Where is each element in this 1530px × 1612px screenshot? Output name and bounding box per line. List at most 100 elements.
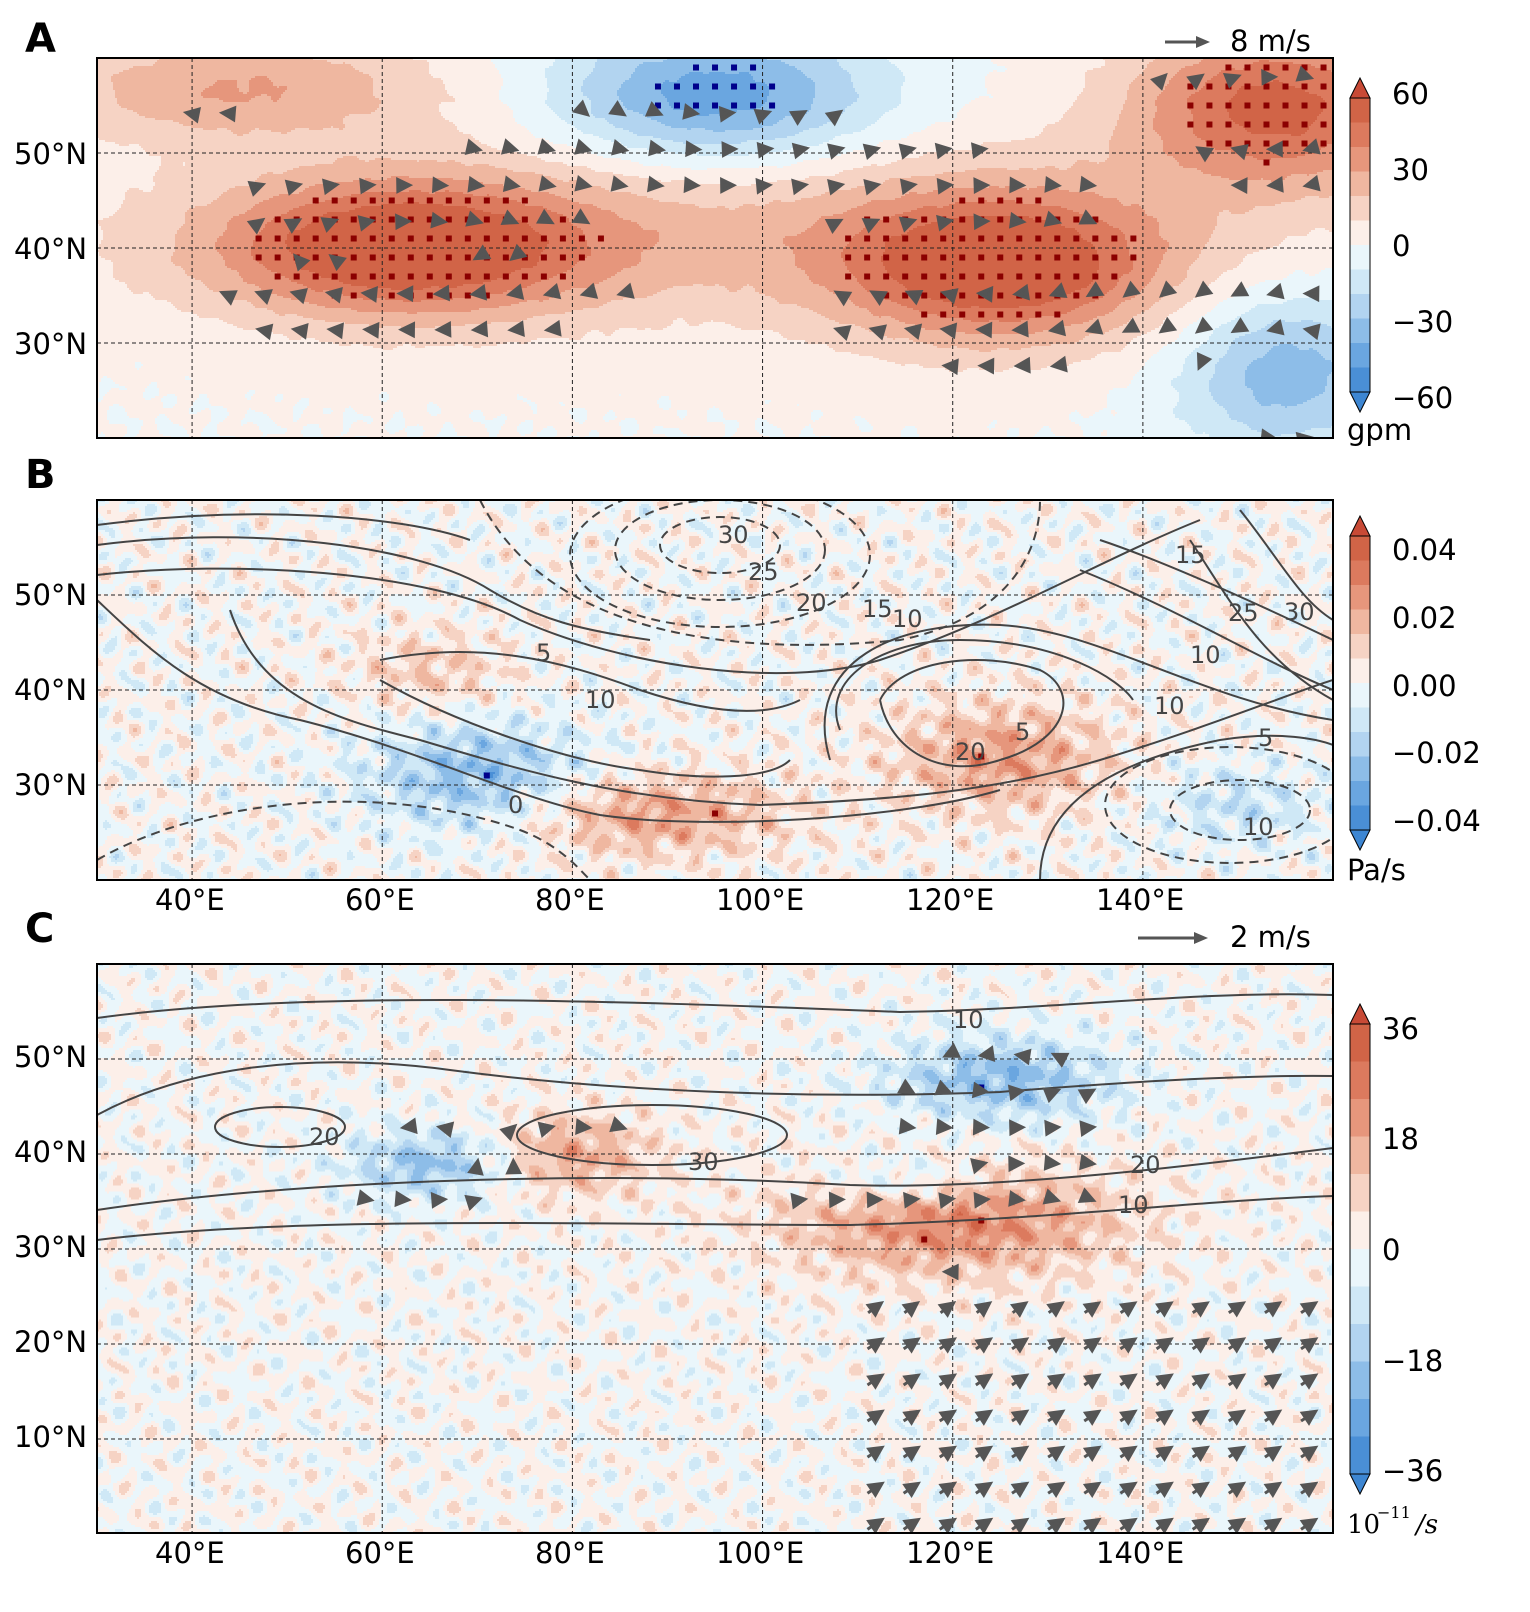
significance-dot [578, 254, 585, 261]
contour-line [1079, 569, 1333, 691]
significance-dot [559, 216, 566, 223]
significance-dot [959, 197, 966, 204]
wind-arrow [1266, 319, 1285, 336]
wind-arrow [756, 141, 775, 159]
wind-arrow [974, 1517, 994, 1533]
lon-label: 100°E [716, 1536, 804, 1570]
wind-arrow [328, 254, 347, 272]
significance-dot [1035, 197, 1042, 204]
lat-label: 50°N [14, 578, 87, 612]
significance-dot [1187, 83, 1194, 90]
contours-c [97, 993, 1333, 1241]
wind-arrow [1299, 1445, 1319, 1462]
significance-dot [426, 254, 433, 261]
wind-arrow [1263, 1445, 1283, 1462]
wind-arrow [1263, 1409, 1283, 1426]
wind-arrow [1009, 176, 1027, 194]
wind-arrow [1046, 1445, 1066, 1462]
wind-arrow [1227, 1373, 1247, 1390]
significance-stipples-a [255, 64, 1327, 318]
significance-dot [750, 64, 757, 71]
significance-dot [445, 254, 452, 261]
colorbar-segment [1350, 1249, 1370, 1287]
significance-dot [350, 197, 357, 204]
contour-label: 5 [1015, 718, 1030, 746]
contour-line [97, 1195, 1333, 1241]
wind-arrow [435, 1121, 455, 1139]
wind-arrow [1082, 1517, 1102, 1533]
wind-arrow [247, 180, 267, 197]
contour-line [214, 1106, 346, 1148]
wind-arrow [1191, 1409, 1211, 1426]
wind-arrow [934, 1079, 953, 1096]
wind-arrow [865, 1300, 885, 1318]
significance-dot [731, 83, 738, 90]
contour-line [1239, 509, 1333, 621]
colorbar-segment [1350, 367, 1370, 393]
contour-line [1039, 734, 1333, 880]
colorbar-tick: 60 [1392, 77, 1429, 111]
contour-label: 20 [309, 1123, 340, 1151]
significance-dot [1035, 254, 1042, 261]
colorbar-segment [1350, 1399, 1370, 1437]
wind-arrow [1194, 280, 1214, 298]
significance-dot [483, 273, 490, 280]
contour-line [379, 650, 801, 712]
wind-arrow [357, 215, 376, 232]
significance-dot [712, 64, 719, 71]
significance-dot [997, 292, 1004, 299]
wind-arrow [1049, 355, 1068, 373]
significance-dot [978, 753, 985, 760]
significance-dot [1206, 140, 1213, 147]
significance-dot [1016, 311, 1023, 318]
significance-dot [864, 254, 871, 261]
significance-dot [274, 235, 281, 242]
colorbar-a [1349, 76, 1371, 414]
colorbar-segment [1350, 122, 1370, 148]
significance-dot [1035, 235, 1042, 242]
wind-arrow [1155, 1409, 1174, 1426]
significance-dot [293, 235, 300, 242]
wind-arrow [1010, 1481, 1030, 1499]
wind-arrow [254, 289, 273, 305]
contours-b [97, 500, 1333, 880]
wind-arrow [399, 1117, 418, 1135]
contour-labels-b: 30 25 20 15 10 5 10 0 15 25 30 10 10 5 2… [508, 521, 1315, 841]
significance-dot [1054, 254, 1061, 261]
wind-arrow [938, 1192, 957, 1209]
contour-label: 10 [953, 1006, 984, 1034]
colorbar-segment [1350, 343, 1370, 368]
colorbar-segment [1350, 634, 1370, 659]
significance-dot [502, 197, 509, 204]
wind-arrow [938, 1373, 958, 1390]
significance-dot [769, 102, 776, 109]
contour-line [97, 1061, 1333, 1116]
colorbar-segment [1350, 781, 1370, 806]
wind-arrow [863, 178, 882, 196]
reference-arrowhead-icon [1194, 932, 1208, 944]
wind-arrow [500, 138, 520, 155]
colorbar-unit: Pa/s [1347, 853, 1406, 887]
significance-dot [1073, 273, 1080, 280]
wind-arrow [721, 141, 739, 158]
wind-arrow [1010, 1445, 1030, 1462]
wind-arrow [937, 1301, 957, 1318]
wind-arrow [974, 1445, 994, 1462]
colorbar-extend-min-icon [1349, 1473, 1371, 1496]
wind-arrow [431, 176, 450, 194]
colorbar-segment [1350, 536, 1370, 561]
wind-arrow [902, 1409, 921, 1426]
significance-dot [1282, 83, 1289, 90]
wind-arrow [935, 1118, 954, 1135]
colorbar-b [1349, 514, 1371, 852]
wind-arrow [1079, 1153, 1097, 1171]
significance-dot [1035, 273, 1042, 280]
wind-arrow [1078, 209, 1098, 225]
wind-arrow [1230, 177, 1248, 194]
significance-dot [1244, 121, 1251, 128]
lon-label: 60°E [345, 883, 415, 917]
wind-arrow [1263, 1301, 1283, 1318]
significance-dot [1263, 83, 1270, 90]
wind-arrow [1263, 1517, 1283, 1533]
significance-dot [883, 292, 890, 299]
